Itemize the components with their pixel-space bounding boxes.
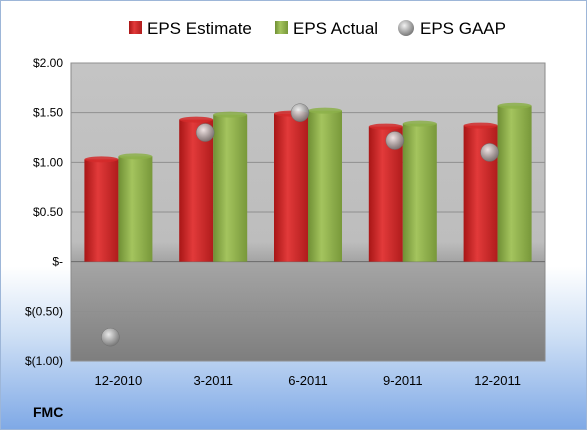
bar-eps-estimate-top xyxy=(179,116,214,123)
gaap-point xyxy=(195,123,215,142)
gaap-point xyxy=(480,143,499,162)
legend-swatch-estimate xyxy=(129,21,142,34)
y-tick-label: $- xyxy=(52,255,63,269)
x-tick-label: 12-2011 xyxy=(474,373,521,388)
bar-eps-estimate xyxy=(179,119,214,262)
legend-label-actual: EPS Actual xyxy=(293,19,378,38)
gaap-point xyxy=(290,103,310,122)
bar-eps-actual xyxy=(213,114,248,262)
legend-label-estimate: EPS Estimate xyxy=(147,19,252,38)
bar-eps-estimate xyxy=(274,113,308,262)
gaap-point xyxy=(385,131,405,150)
bars xyxy=(84,102,532,262)
bar-eps-estimate-top xyxy=(463,122,498,129)
bar-eps-actual xyxy=(402,123,437,262)
bar-eps-actual-top xyxy=(118,153,153,160)
x-tick-label: 12-2010 xyxy=(95,373,143,388)
bar-eps-actual-top xyxy=(213,111,248,118)
x-tick-label: 3-2011 xyxy=(193,373,233,388)
y-axis-ticks: $2.00 $1.50 $1.00 $0.50 $- $(0.50) $(1.00) xyxy=(25,56,63,368)
x-tick-label: 6-2011 xyxy=(288,373,328,388)
company-label: FMC xyxy=(33,404,63,420)
gaap-point xyxy=(101,327,120,347)
x-axis-ticks: 12-2010 3-2011 6-2011 9-2011 12-2011 xyxy=(95,373,521,388)
legend-swatch-actual xyxy=(275,21,288,34)
legend-swatch-gaap xyxy=(398,20,414,36)
bar-eps-estimate-top xyxy=(368,123,403,130)
x-tick-label: 9-2011 xyxy=(383,373,423,388)
legend-label-gaap: EPS GAAP xyxy=(420,19,506,38)
y-tick-label: $1.50 xyxy=(33,106,63,120)
bar-eps-actual xyxy=(308,110,342,262)
bar-eps-estimate xyxy=(84,159,119,262)
y-tick-label: $1.00 xyxy=(33,155,63,169)
legend: EPS Estimate EPS Actual EPS GAAP xyxy=(129,19,506,38)
bar-eps-actual-top xyxy=(308,107,342,114)
gaap-points xyxy=(101,103,499,347)
bar-eps-estimate-top xyxy=(84,156,119,163)
bar-eps-actual xyxy=(118,156,153,262)
y-tick-label: $0.50 xyxy=(33,205,63,219)
y-tick-label: $(1.00) xyxy=(25,354,63,368)
bar-eps-actual xyxy=(497,105,532,262)
bar-eps-actual-top xyxy=(402,120,437,127)
bar-eps-actual-top xyxy=(497,102,532,109)
y-tick-label: $2.00 xyxy=(33,56,63,70)
y-tick-label: $(0.50) xyxy=(25,304,63,318)
